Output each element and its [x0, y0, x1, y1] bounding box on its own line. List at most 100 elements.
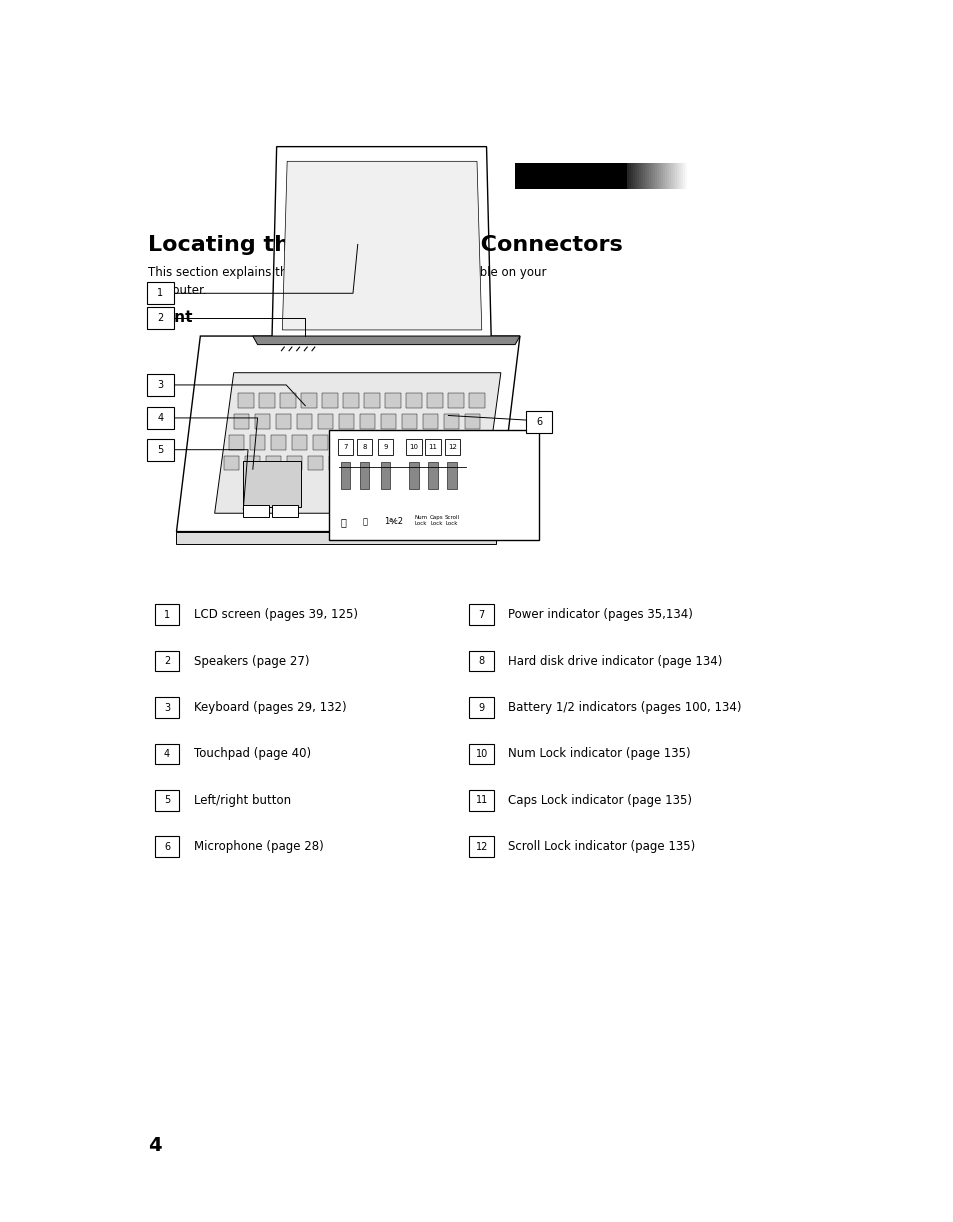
- Bar: [684, 163, 686, 189]
- Bar: [317, 414, 333, 429]
- Text: Scroll Lock indicator (page 135): Scroll Lock indicator (page 135): [508, 841, 695, 853]
- Bar: [455, 456, 470, 470]
- Text: 3: 3: [157, 380, 163, 390]
- Text: 1℀2: 1℀2: [384, 517, 403, 527]
- Polygon shape: [214, 373, 500, 513]
- Text: 1: 1: [157, 288, 163, 298]
- Bar: [443, 414, 458, 429]
- Bar: [448, 393, 463, 408]
- Bar: [444, 439, 459, 455]
- Text: Num
Lock: Num Lock: [414, 516, 427, 525]
- Bar: [343, 393, 358, 408]
- Bar: [275, 414, 291, 429]
- Bar: [322, 393, 337, 408]
- Bar: [340, 462, 350, 489]
- Bar: [630, 163, 632, 189]
- Bar: [375, 435, 391, 450]
- Bar: [380, 414, 395, 429]
- Text: 5: 5: [157, 445, 163, 455]
- Text: This section explains the controls and connectors available on your
computer.: This section explains the controls and c…: [148, 266, 546, 297]
- Text: Scroll
Lock: Scroll Lock: [444, 516, 459, 525]
- Text: 6: 6: [164, 842, 170, 852]
- Bar: [677, 163, 679, 189]
- Polygon shape: [282, 161, 481, 330]
- Text: 4: 4: [164, 749, 170, 759]
- Bar: [427, 393, 442, 408]
- Bar: [377, 439, 393, 455]
- Bar: [359, 462, 369, 489]
- Bar: [301, 393, 316, 408]
- Bar: [632, 163, 634, 189]
- Text: Power indicator (pages 35,134): Power indicator (pages 35,134): [508, 609, 693, 621]
- Bar: [154, 791, 179, 811]
- Bar: [644, 163, 646, 189]
- Bar: [147, 374, 173, 396]
- Bar: [371, 456, 386, 470]
- Text: Front: Front: [148, 310, 193, 325]
- Text: Caps
Lock: Caps Lock: [430, 516, 443, 525]
- Bar: [396, 435, 412, 450]
- Bar: [243, 505, 269, 517]
- Bar: [350, 456, 365, 470]
- Bar: [406, 393, 421, 408]
- Text: 10: 10: [409, 444, 418, 450]
- Text: 5: 5: [164, 796, 170, 805]
- Bar: [147, 282, 173, 304]
- Text: 2: 2: [157, 313, 163, 323]
- Bar: [646, 163, 648, 189]
- Bar: [238, 393, 253, 408]
- Text: 4: 4: [157, 413, 163, 423]
- Bar: [308, 456, 323, 470]
- Bar: [642, 163, 644, 189]
- Bar: [652, 163, 654, 189]
- Text: Battery 1/2 indicators (pages 100, 134): Battery 1/2 indicators (pages 100, 134): [508, 701, 741, 714]
- Text: Keyboard (pages 29, 132): Keyboard (pages 29, 132): [193, 701, 346, 714]
- Bar: [469, 393, 484, 408]
- Bar: [406, 439, 421, 455]
- Text: Locating the Controls and Connectors: Locating the Controls and Connectors: [148, 235, 622, 254]
- Text: 11: 11: [428, 444, 437, 450]
- Bar: [154, 650, 179, 672]
- Bar: [292, 435, 307, 450]
- Bar: [329, 430, 538, 540]
- Bar: [459, 435, 475, 450]
- Bar: [469, 836, 494, 858]
- Bar: [413, 456, 428, 470]
- Bar: [380, 462, 390, 489]
- Polygon shape: [176, 532, 496, 544]
- Text: 12: 12: [476, 842, 487, 852]
- Polygon shape: [272, 147, 491, 342]
- Bar: [355, 435, 370, 450]
- Bar: [224, 456, 239, 470]
- Bar: [438, 435, 454, 450]
- Bar: [634, 163, 636, 189]
- Bar: [147, 307, 173, 329]
- Bar: [428, 462, 437, 489]
- Text: Hard disk drive indicator (page 134): Hard disk drive indicator (page 134): [508, 655, 722, 667]
- Text: Touchpad (page 40): Touchpad (page 40): [193, 748, 311, 760]
- Bar: [266, 456, 281, 470]
- Bar: [392, 456, 407, 470]
- Bar: [417, 435, 433, 450]
- Text: 9: 9: [383, 444, 387, 450]
- Text: LCD screen (pages 39, 125): LCD screen (pages 39, 125): [193, 609, 357, 621]
- Text: 8: 8: [478, 656, 484, 666]
- Bar: [313, 435, 328, 450]
- Bar: [337, 439, 353, 455]
- Text: 7: 7: [343, 444, 347, 450]
- Bar: [334, 435, 349, 450]
- Bar: [154, 836, 179, 858]
- Bar: [672, 163, 674, 189]
- Bar: [660, 163, 662, 189]
- Text: 1: 1: [164, 610, 170, 620]
- Text: ⎕: ⎕: [362, 517, 368, 527]
- Bar: [425, 439, 440, 455]
- Bar: [626, 163, 628, 189]
- Bar: [434, 456, 449, 470]
- Bar: [447, 462, 456, 489]
- Bar: [469, 697, 494, 717]
- Text: 7: 7: [478, 610, 484, 620]
- Bar: [654, 163, 656, 189]
- Text: Left/right button: Left/right button: [193, 794, 291, 807]
- Bar: [364, 393, 379, 408]
